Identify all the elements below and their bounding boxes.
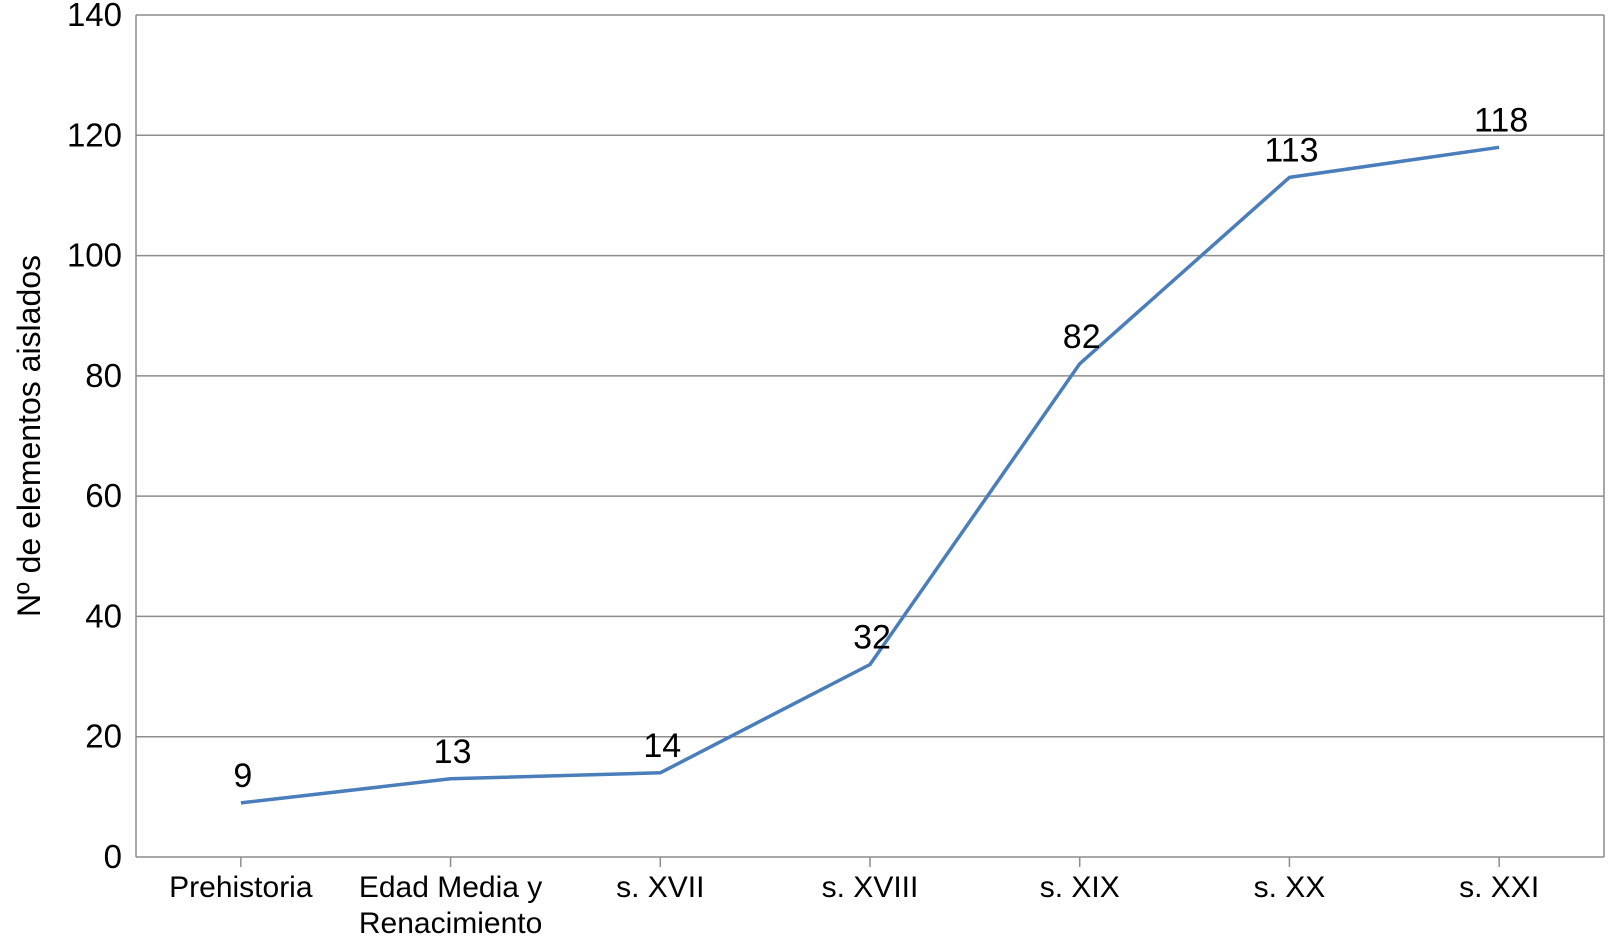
data-label: 82: [1063, 318, 1101, 356]
x-category-label-line: Edad Media y: [359, 871, 542, 904]
x-category-label: s. XXI: [1459, 871, 1539, 904]
y-tick-label: 20: [85, 718, 122, 755]
x-category-label: s. XVII: [616, 871, 704, 904]
axes: [135, 15, 1605, 858]
x-category-labels: Prehistoria Edad Media y Renacimiento s. XV…: [169, 871, 1539, 940]
x-category-label: s. XVIII: [822, 871, 919, 904]
x-category-label: s. XX: [1254, 871, 1326, 904]
x-category-label-line: s. XXI: [1459, 871, 1539, 904]
x-category-label-line: Prehistoria: [169, 871, 313, 904]
data-label: 113: [1264, 131, 1318, 169]
x-category-label: Prehistoria: [169, 871, 313, 904]
y-tick-label: 100: [67, 237, 122, 274]
x-category-label: s. XIX: [1040, 871, 1120, 904]
y-axis-title: Nº de elementos aislados: [11, 255, 47, 617]
data-label: 118: [1474, 101, 1528, 139]
y-tick-label: 60: [85, 477, 122, 514]
series-lines: [240, 145, 1500, 805]
x-category-label-line: s. XVII: [616, 871, 704, 904]
y-tick-label: 80: [85, 357, 122, 394]
y-tick-label: 120: [67, 116, 122, 153]
series-line: [240, 145, 1500, 805]
x-category-label-line: Renacimiento: [359, 907, 542, 940]
y-tick-labels: 0 20 40 60 80 100 120 140: [67, 0, 122, 875]
data-label: 32: [853, 619, 891, 657]
gridlines: [136, 14, 1604, 738]
data-labels: 9 13 14 32 82 113 118: [233, 101, 1528, 795]
y-tick-label: 40: [85, 597, 122, 634]
data-label: 14: [643, 727, 681, 765]
x-tick-marks: [240, 857, 1500, 867]
y-tick-label: 0: [104, 838, 122, 875]
data-label: 9: [233, 757, 252, 795]
x-category-label: Edad Media y Renacimiento: [359, 871, 542, 940]
x-category-label-line: s. XVIII: [822, 871, 919, 904]
x-category-label-line: s. XX: [1254, 871, 1326, 904]
data-label: 13: [434, 733, 472, 771]
x-category-label-line: s. XIX: [1040, 871, 1120, 904]
y-tick-label: 140: [67, 0, 122, 33]
